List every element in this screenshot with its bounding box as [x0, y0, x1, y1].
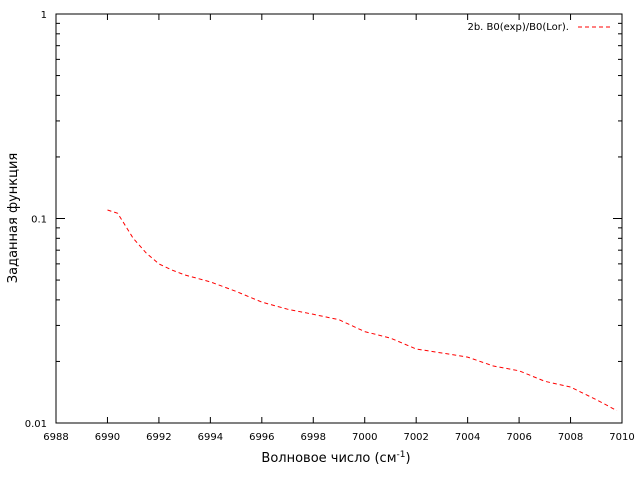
- x-tick-label: 7008: [558, 432, 583, 443]
- y-tick-label: 0.1: [31, 215, 47, 226]
- y-tick-label: 0.01: [25, 419, 47, 430]
- y-axis-title: Заданная функция: [6, 153, 21, 283]
- x-axis-title: Волновое число (см-1): [261, 450, 410, 466]
- series-line: [107, 209, 618, 412]
- x-tick-label: 7000: [352, 432, 377, 443]
- y-tick-label: 1: [41, 10, 47, 21]
- x-tick-label: 6998: [301, 432, 326, 443]
- x-tick-label: 6992: [146, 432, 171, 443]
- x-tick-label: 6996: [249, 432, 274, 443]
- legend: 2b. B0(exp)/B0(Lor).: [467, 22, 610, 33]
- x-tick-label: 6990: [95, 432, 120, 443]
- x-tick-label: 6988: [43, 432, 68, 443]
- plot-frame: [55, 13, 623, 424]
- legend-label: 2b. B0(exp)/B0(Lor).: [467, 22, 569, 33]
- x-tick-label: 7004: [455, 432, 480, 443]
- x-tick-label: 6994: [198, 432, 223, 443]
- x-tick-label: 7002: [403, 432, 428, 443]
- x-tick-label: 7006: [506, 432, 531, 443]
- x-axis: 6988 6990 6992 6994 6996 6998 7000 7002 7004 7006…: [43, 14, 635, 443]
- x-tick-label: 7010: [609, 432, 634, 443]
- series-layer: [107, 209, 618, 412]
- y-axis: 0.01 0.1 1: [25, 10, 622, 430]
